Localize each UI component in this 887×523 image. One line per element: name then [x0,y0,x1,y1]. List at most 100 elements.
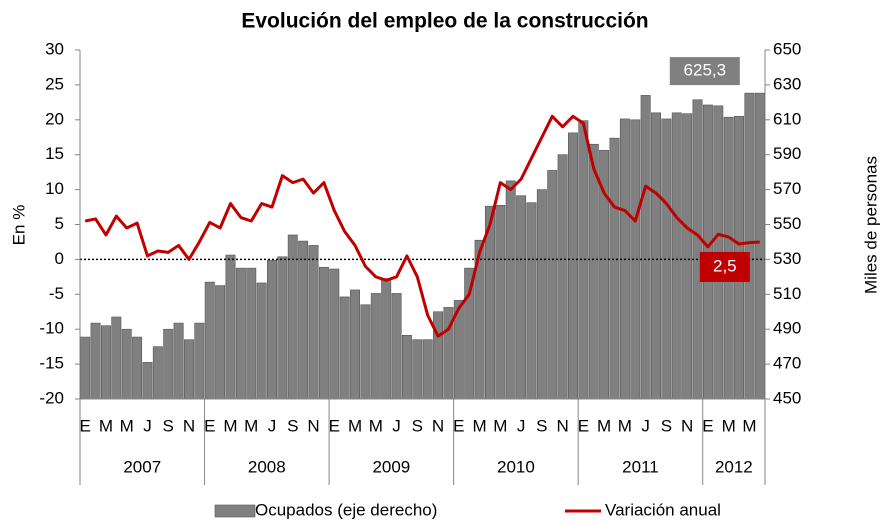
bar [754,92,765,400]
x-tick-label: E [453,416,464,435]
bar [505,180,516,400]
bar [744,92,755,400]
y2-tick-label: 610 [773,109,801,128]
bar [526,202,537,400]
y2-tick-label: 530 [773,249,801,268]
x-tick-label: E [702,416,713,435]
y-tick-label: 0 [55,249,64,268]
y2-axis-title: Miles de personas [861,156,880,294]
bar [204,281,215,400]
bar [267,259,277,400]
bar [350,289,361,400]
bar [536,189,547,400]
y-tick-label: 10 [45,179,64,198]
x-tick-label: J [641,416,650,435]
bar [495,205,506,400]
year-label: 2011 [622,457,659,476]
bar [640,95,651,400]
bar [142,362,153,400]
bar [433,311,444,400]
bar [568,132,578,400]
bar [173,322,184,400]
data-label-box [669,57,740,86]
bar [111,316,122,400]
bar [277,256,288,400]
data-label: 625,3 [684,61,727,80]
chart-title: Evolución del empleo de la construcción [241,10,648,33]
legend-label: Ocupados (eje derecho) [255,500,437,519]
bar [370,293,381,400]
bar [464,267,475,400]
x-tick-label: S [163,416,174,435]
bar [225,254,236,400]
y2-tick-label: 470 [773,354,801,373]
x-tick-label: N [681,416,693,435]
x-tick-label: M [348,416,362,435]
bar [682,113,693,400]
bar [422,339,433,400]
bar [671,112,682,400]
bar [308,245,319,400]
bar [381,278,392,400]
year-label: 2009 [372,457,410,476]
x-tick-label: M [742,416,756,435]
bar [547,170,558,400]
bar [609,137,620,400]
x-tick-label: M [223,416,237,435]
bar [163,328,174,400]
x-tick-label: J [143,416,152,435]
y-tick-label: -15 [39,354,64,373]
y2-tick-label: 570 [773,179,801,198]
x-tick-label: M [244,416,258,435]
x-tick-label: S [412,416,423,435]
y-tick-label: 20 [45,109,64,128]
x-tick-label: N [556,416,568,435]
legend-swatch [214,504,256,518]
x-tick-label: S [536,416,547,435]
y-tick-label: 5 [55,214,64,233]
x-tick-label: J [392,416,401,435]
y2-tick-label: 630 [773,74,801,93]
y2-tick-label: 590 [773,144,801,163]
year-label: 2008 [248,457,286,476]
bar [246,267,257,400]
x-tick-label: M [120,416,134,435]
bar [360,304,371,400]
y-tick-label: 15 [45,144,64,163]
legend-label: Variación anual [605,500,721,519]
y-tick-label: -10 [39,319,64,338]
x-tick-label: M [472,416,486,435]
bar [121,328,132,400]
bar [184,339,194,400]
line [84,114,760,338]
bar [557,154,568,400]
x-tick-label: S [661,416,672,435]
bar [329,268,340,400]
x-tick-label: M [99,416,113,435]
bar [132,336,143,400]
bar [152,346,163,400]
year-label: 2012 [715,457,753,476]
bar [80,336,91,400]
x-tick-label: J [517,416,526,435]
bar [588,143,599,400]
y2-tick-label: 650 [773,39,801,58]
x-tick-label: E [329,416,340,435]
bar [318,266,329,400]
x-tick-label: M [493,416,507,435]
bar [651,112,661,400]
x-tick-label: S [287,416,298,435]
y-tick-label: 30 [45,39,64,58]
x-tick-label: N [183,416,195,435]
bar [194,322,205,400]
x-tick-label: M [597,416,611,435]
bar [412,339,423,400]
bar [90,322,101,400]
bar [692,99,703,400]
x-tick-label: E [204,416,215,435]
bar [401,335,412,400]
x-tick-label: M [618,416,632,435]
bar [516,195,527,400]
data-label-box [699,251,750,282]
